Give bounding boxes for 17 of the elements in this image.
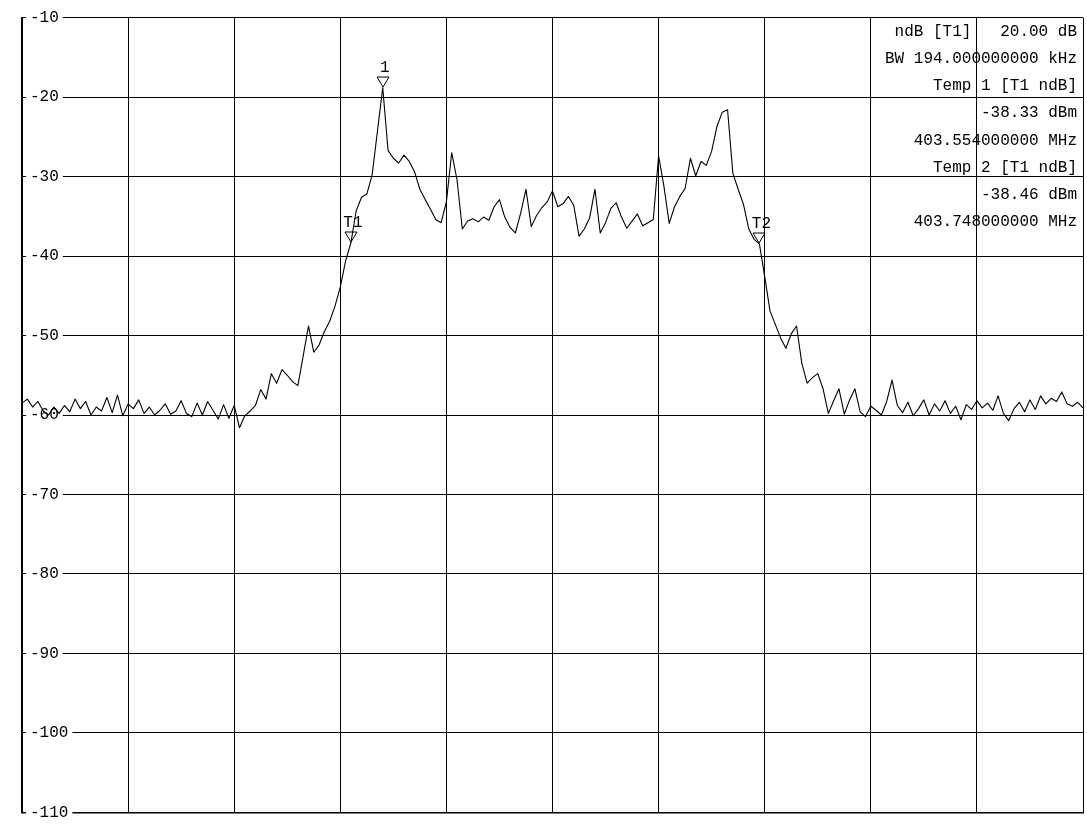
- annotation: ndB [T1] 20.00 dB: [894, 22, 1077, 41]
- annotation: -38.33 dBm: [980, 104, 1077, 123]
- y-tick-label: -60: [30, 406, 59, 425]
- y-tick-label: -90: [30, 644, 59, 663]
- y-tick-label: -110: [30, 803, 69, 822]
- y-tick-label: -80: [30, 565, 59, 584]
- y-tick-label: -70: [30, 485, 59, 504]
- annotation: Temp 2 [T1 ndB]: [932, 158, 1077, 177]
- annotation: 1: [379, 58, 390, 77]
- y-tick-label: -10: [30, 8, 59, 27]
- y-tick-label: -100: [30, 724, 69, 743]
- y-tick-label: -50: [30, 326, 59, 345]
- y-tick-label: -30: [30, 167, 59, 186]
- y-tick-label: -20: [30, 88, 59, 107]
- y-tick-label: -40: [30, 247, 59, 266]
- annotation: Temp 1 [T1 ndB]: [932, 77, 1077, 96]
- annotation: -38.46 dBm: [980, 186, 1077, 205]
